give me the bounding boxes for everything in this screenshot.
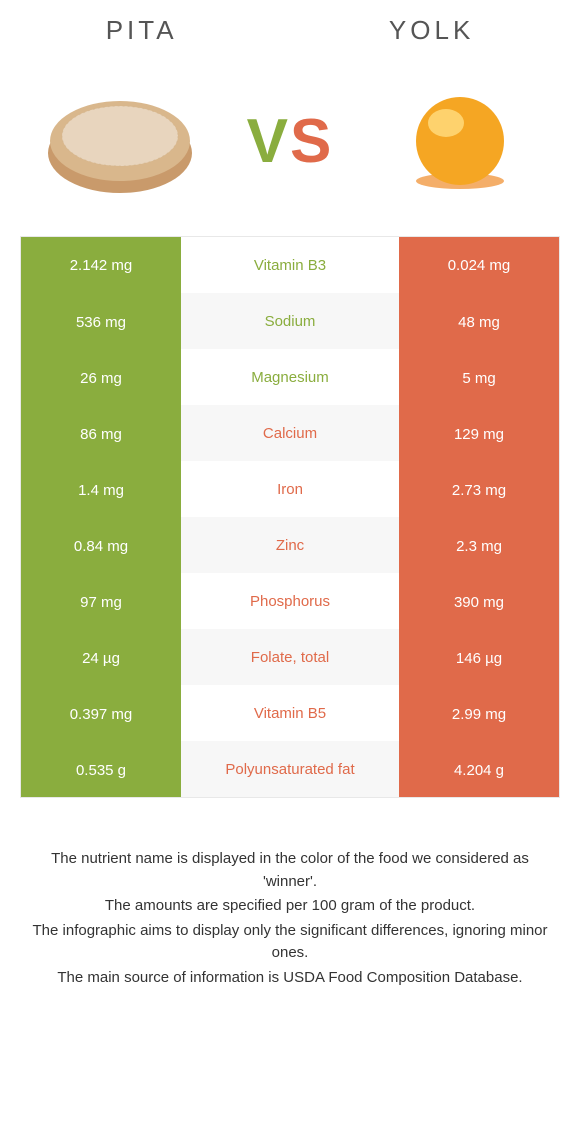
right-value: 129 mg [399,405,559,461]
footnote-line: The main source of information is USDA F… [30,967,550,990]
nutrient-row: 1.4 mgIron2.73 mg [21,461,559,517]
nutrient-name: Vitamin B5 [181,685,399,741]
nutrient-row: 24 µgFolate, total146 µg [21,629,559,685]
right-value: 4.204 g [399,741,559,797]
nutrient-row: 97 mgPhosphorus390 mg [21,573,559,629]
nutrient-name: Vitamin B3 [181,237,399,293]
left-value: 0.397 mg [21,685,181,741]
left-value: 24 µg [21,629,181,685]
right-value: 146 µg [399,629,559,685]
nutrient-name: Phosphorus [181,573,399,629]
pita-image [40,76,200,206]
left-value: 26 mg [21,349,181,405]
vs-label: VS [247,106,334,177]
right-value: 390 mg [399,573,559,629]
header-row: PITA YOLK [0,0,580,56]
nutrient-row: 86 mgCalcium129 mg [21,405,559,461]
food-right-title: YOLK [389,15,474,46]
right-value: 5 mg [399,349,559,405]
footnote-line: The amounts are specified per 100 gram o… [30,895,550,918]
nutrient-row: 26 mgMagnesium5 mg [21,349,559,405]
nutrient-name: Calcium [181,405,399,461]
nutrient-name: Magnesium [181,349,399,405]
footnote-line: The infographic aims to display only the… [30,920,550,965]
right-value: 2.73 mg [399,461,559,517]
left-value: 536 mg [21,293,181,349]
vs-s: S [290,107,333,176]
left-value: 0.84 mg [21,517,181,573]
left-value: 97 mg [21,573,181,629]
vs-v: V [247,107,290,176]
nutrient-name: Folate, total [181,629,399,685]
nutrient-row: 2.142 mgVitamin B30.024 mg [21,237,559,293]
nutrient-name: Sodium [181,293,399,349]
yolk-image [380,76,540,206]
left-value: 86 mg [21,405,181,461]
nutrient-name: Polyunsaturated fat [181,741,399,797]
left-value: 1.4 mg [21,461,181,517]
right-value: 2.3 mg [399,517,559,573]
nutrient-row: 0.535 gPolyunsaturated fat4.204 g [21,741,559,797]
left-value: 2.142 mg [21,237,181,293]
food-left-title: PITA [106,15,178,46]
footnote-line: The nutrient name is displayed in the co… [30,848,550,893]
nutrient-row: 0.84 mgZinc2.3 mg [21,517,559,573]
right-value: 2.99 mg [399,685,559,741]
nutrient-name: Zinc [181,517,399,573]
nutrient-row: 0.397 mgVitamin B52.99 mg [21,685,559,741]
image-row: VS [0,56,580,236]
footnotes: The nutrient name is displayed in the co… [30,848,550,989]
nutrient-table: 2.142 mgVitamin B30.024 mg536 mgSodium48… [20,236,560,798]
right-value: 0.024 mg [399,237,559,293]
nutrient-name: Iron [181,461,399,517]
left-value: 0.535 g [21,741,181,797]
nutrient-row: 536 mgSodium48 mg [21,293,559,349]
right-value: 48 mg [399,293,559,349]
